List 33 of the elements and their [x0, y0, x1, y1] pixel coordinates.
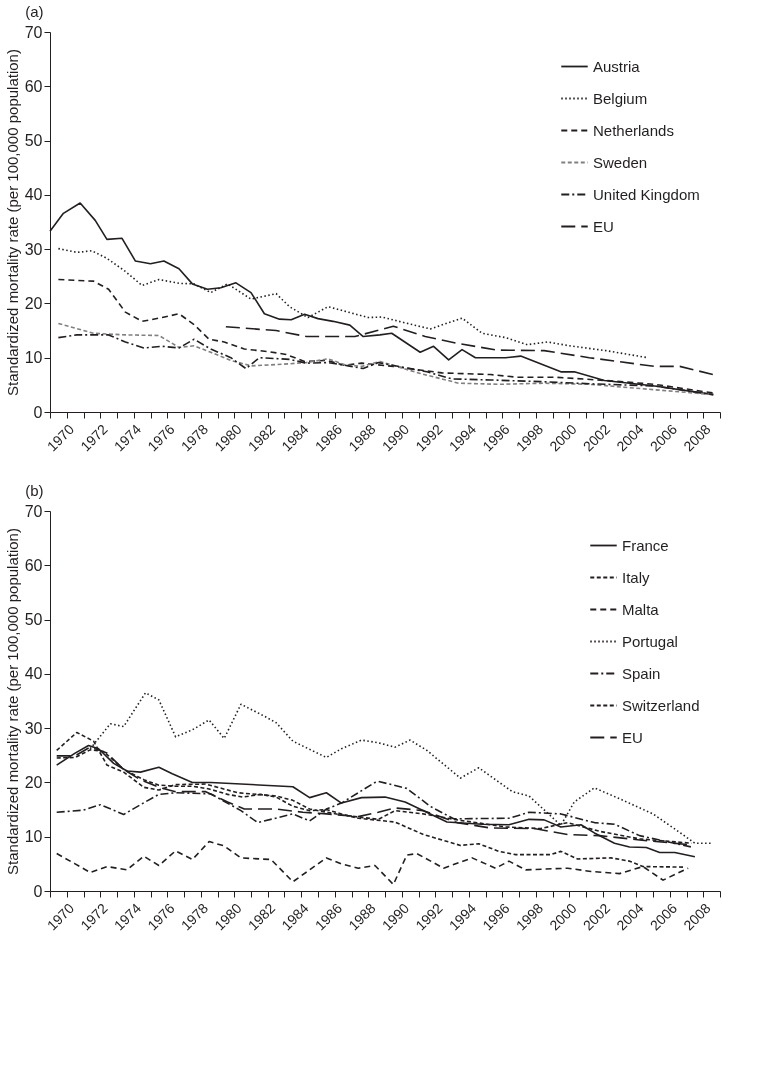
y-tick-label: 0 — [33, 403, 43, 421]
legend-label: Netherlands — [593, 121, 674, 139]
y-tick-label: 10 — [24, 828, 43, 846]
y-tick-label: 70 — [24, 502, 43, 520]
y-axis-title: Standardized mortality rate (per 100,000 population) — [3, 528, 21, 875]
y-tick-label: 0 — [33, 882, 43, 900]
legend-label: United Kingdom — [593, 185, 700, 203]
y-tick-label: 50 — [24, 132, 43, 150]
legend-label: Malta — [622, 600, 660, 618]
y-tick-label: 50 — [24, 611, 43, 629]
y-tick-label: 60 — [24, 556, 43, 574]
y-tick-label: 20 — [24, 294, 43, 312]
legend-label: Austria — [593, 57, 641, 75]
y-tick-label: 30 — [24, 719, 43, 737]
y-tick-label: 70 — [24, 23, 43, 41]
y-axis-title: Standardized mortality rate (per 100,000 population) — [3, 49, 21, 396]
legend-label: Portugal — [622, 632, 678, 650]
legend-label: Belgium — [593, 89, 648, 107]
y-tick-label: 60 — [24, 77, 43, 95]
legend-label: Switzerland — [622, 696, 700, 714]
legend-label: Sweden — [593, 153, 648, 171]
y-tick-label: 40 — [24, 665, 43, 683]
legend-label: France — [622, 536, 669, 554]
chart-title: (b) — [25, 482, 44, 499]
legend-label: Italy — [622, 568, 651, 586]
y-tick-label: 20 — [24, 773, 43, 791]
legend-label: EU — [622, 728, 643, 746]
legend-label: Spain — [622, 664, 661, 682]
y-tick-label: 10 — [24, 349, 43, 367]
y-tick-label: 30 — [24, 240, 43, 258]
legend-label: EU — [593, 217, 614, 235]
chart-title: (a) — [25, 3, 44, 20]
y-tick-label: 40 — [24, 186, 43, 204]
